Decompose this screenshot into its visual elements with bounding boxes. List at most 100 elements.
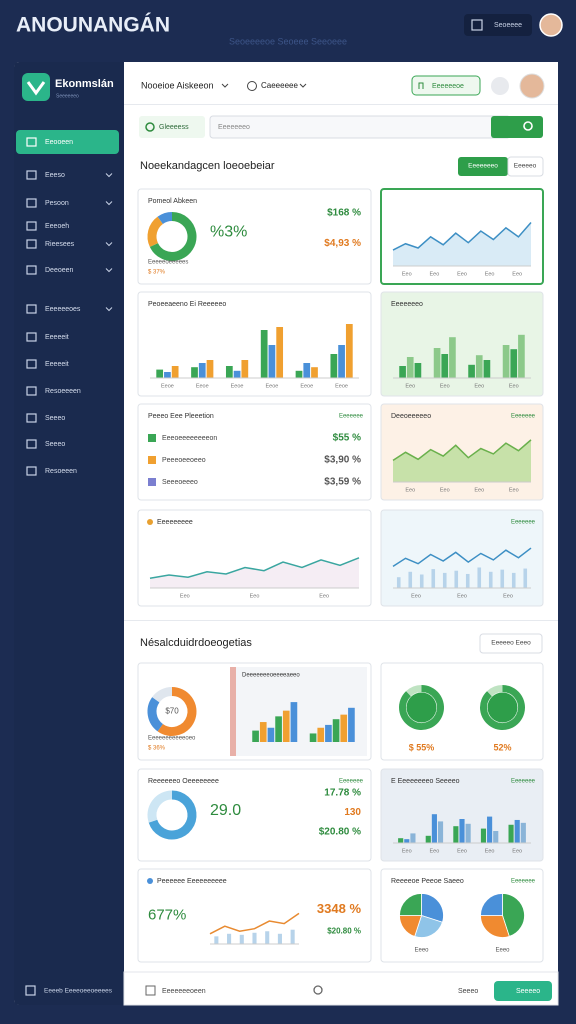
x-label: Eeo	[512, 271, 522, 277]
stat: 17.78 %	[324, 788, 361, 799]
section-title: Noeekandagcen loeoebeiar	[140, 160, 275, 172]
bar	[404, 839, 410, 843]
area	[393, 222, 531, 266]
top-button[interactable]	[411, 75, 481, 96]
cards: Pomeol Abkeen %3% $168 % $4,93 % Eeeeeoeeeee…	[137, 188, 544, 963]
pie-stat: 52%	[493, 742, 511, 752]
bar	[276, 327, 284, 378]
menu-1[interactable]: Nooeioe Aiskeeon	[141, 80, 214, 90]
search-input[interactable]	[209, 115, 511, 139]
bar	[500, 569, 505, 588]
bottom-left: Eeeeeeeoeen	[162, 988, 206, 995]
chevron	[221, 83, 229, 88]
bar	[214, 936, 219, 944]
sidebar-footer: Eeeeb Eeeeoeeoeeees	[44, 988, 113, 995]
donut-segment	[149, 212, 197, 261]
item-swatch	[148, 456, 156, 464]
x-label: Eeo	[509, 383, 519, 389]
pie-stat: Eeeo	[414, 948, 429, 954]
nav-icon	[26, 170, 37, 180]
filter-chip[interactable]	[139, 116, 205, 138]
pie-slice	[414, 914, 443, 938]
bar	[465, 573, 470, 588]
subtitle: Seoeeeeoe Seoeee Seeoeee	[229, 36, 347, 46]
bar	[290, 929, 295, 944]
bar	[191, 367, 198, 378]
bar	[311, 367, 318, 378]
bar	[465, 823, 471, 843]
active-nav[interactable]	[16, 130, 119, 154]
card-corner: Eeeeeee	[339, 414, 364, 420]
stat: $4,93 %	[324, 238, 361, 249]
chevron	[105, 268, 113, 273]
tab[interactable]	[507, 156, 544, 177]
x-label: Eeoe	[300, 383, 313, 389]
card	[137, 188, 372, 285]
tab-active[interactable]	[458, 157, 508, 176]
bar	[275, 716, 282, 742]
bottom-button[interactable]	[494, 981, 552, 1001]
bar	[431, 814, 437, 843]
pie-slice	[480, 893, 503, 916]
item-name: Seeeoeeeo	[162, 479, 198, 486]
section-button[interactable]	[479, 633, 543, 654]
bar	[295, 370, 303, 378]
avatar[interactable]	[539, 13, 563, 37]
card-title: Eeeeeeeee	[157, 519, 193, 526]
item-name: Eeeoeeeeeeeeon	[162, 435, 217, 442]
bar	[399, 366, 406, 378]
x-label: Eeo	[512, 848, 522, 854]
stat: $168 %	[327, 208, 361, 219]
card	[137, 768, 372, 862]
bar	[459, 819, 465, 843]
bottom-button-label: Seeeeo	[516, 988, 540, 995]
account-icon	[471, 19, 483, 31]
tab-label: Eeeeeo	[514, 163, 537, 170]
x-label: Eeo	[405, 487, 415, 493]
menu-icon	[247, 81, 257, 91]
bottom-right: Seeeo	[458, 988, 478, 995]
bottom-search-icon[interactable]	[313, 985, 323, 995]
logo-icon	[22, 73, 50, 101]
bar	[523, 568, 528, 588]
bar	[252, 932, 257, 944]
footer-icon	[25, 985, 36, 996]
bar	[332, 719, 340, 742]
bar	[265, 931, 270, 944]
x-label: Eeo	[457, 848, 467, 854]
bar	[338, 345, 345, 378]
stat-main: 677%	[148, 906, 186, 923]
item-value: $55 %	[333, 433, 361, 444]
bar	[227, 933, 232, 944]
chevron	[105, 201, 113, 206]
card-corner: Eeeeeee	[339, 779, 364, 785]
bar	[156, 369, 164, 378]
nav-label: Resoeeen	[45, 468, 77, 475]
bar	[508, 824, 514, 843]
line	[392, 222, 532, 251]
donut-fill	[487, 692, 518, 723]
nav-icon	[26, 221, 37, 231]
donut-center: $70	[165, 707, 179, 716]
item-value: $3,90 %	[324, 455, 361, 466]
divider	[124, 620, 558, 621]
search-button[interactable]	[491, 116, 543, 138]
menu-2[interactable]: Caeeeeee	[261, 81, 298, 90]
bar	[252, 730, 259, 742]
divider	[124, 104, 558, 105]
icon-button[interactable]	[491, 77, 509, 95]
user-avatar[interactable]	[519, 73, 545, 99]
donut-segment	[480, 685, 525, 730]
pie-slice	[421, 893, 444, 923]
donut-segment	[148, 790, 197, 840]
bar	[241, 360, 249, 378]
donut-segment	[406, 685, 422, 697]
x-label: Eeo	[430, 271, 440, 277]
nav-icon	[26, 413, 37, 423]
donut-segment	[147, 216, 164, 247]
item-swatch	[148, 478, 156, 486]
x-label: Eeo	[430, 848, 440, 854]
pie-slice	[502, 893, 525, 937]
nav-icon	[26, 359, 37, 369]
